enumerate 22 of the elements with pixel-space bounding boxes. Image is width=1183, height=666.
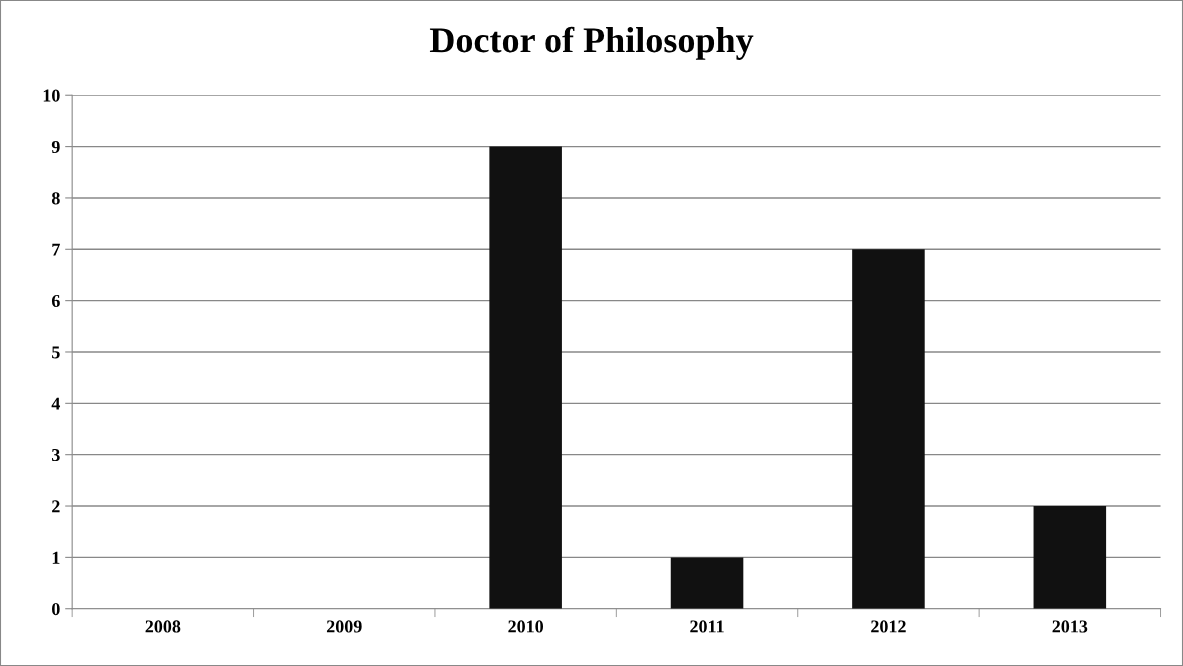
bar: [489, 146, 562, 609]
x-tick-label: 2009: [326, 620, 362, 633]
y-tick-label: 1: [52, 551, 60, 564]
y-tick-label: 3: [52, 448, 60, 462]
x-tick-label: 2010: [508, 620, 544, 633]
y-tick-label: 0: [52, 602, 60, 616]
y-tick-label: 5: [52, 346, 60, 359]
y-tick-label: 7: [52, 243, 60, 256]
bar: [1033, 506, 1107, 609]
x-tick-label: 2011: [690, 620, 724, 633]
x-tick-label: 2012: [871, 620, 906, 633]
x-tick-label: 2008: [145, 620, 181, 633]
y-tick-label: 8: [51, 192, 60, 205]
chart-title: Doctor of Philosophy: [429, 26, 754, 60]
y-tick-label: 10: [43, 89, 60, 102]
x-tick-label: 2013: [1052, 620, 1088, 633]
y-tick-label: 9: [51, 140, 60, 154]
y-tick-label: 4: [51, 397, 61, 410]
bar: [670, 557, 744, 609]
bar: [852, 249, 925, 609]
y-tick-label: 6: [51, 294, 60, 308]
y-tick-label: 2: [52, 500, 60, 513]
